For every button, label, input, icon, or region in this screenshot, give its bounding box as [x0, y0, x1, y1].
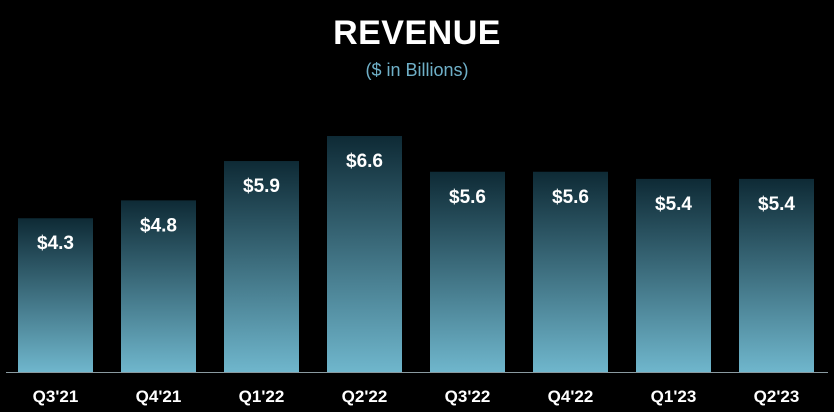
bar-4: [430, 171, 505, 372]
data-label-7: $5.4: [758, 194, 795, 215]
x-tick-label-6: Q1'23: [651, 387, 697, 406]
data-label-0: $4.3: [37, 233, 74, 254]
chart-title: REVENUE: [333, 14, 501, 52]
x-axis-labels-group: Q3'21 Q4'21 Q1'22 Q2'22 Q3'22 Q4'22 Q1'23 Q2'23: [33, 387, 800, 406]
x-tick-label-5: Q4'22: [548, 387, 594, 406]
data-label-6: $5.4: [655, 194, 692, 215]
value-labels-group: $4.3 $4.8 $5.9 $6.6 $5.6 $5.6 $5.4 $5.4: [37, 151, 795, 254]
data-label-3: $6.6: [346, 151, 383, 172]
x-tick-label-4: Q3'22: [445, 387, 491, 406]
bars-group: [18, 136, 814, 372]
bar-1: [121, 200, 196, 372]
data-label-2: $5.9: [243, 176, 280, 197]
bar-5: [533, 171, 608, 372]
bar-2: [224, 161, 299, 372]
bar-6: [636, 178, 711, 372]
x-tick-label-3: Q2'22: [342, 387, 388, 406]
data-label-4: $5.6: [449, 187, 486, 208]
bar-0: [18, 218, 93, 372]
bar-7: [739, 178, 814, 372]
x-tick-label-7: Q2'23: [754, 387, 800, 406]
chart-subtitle: ($ in Billions): [365, 60, 469, 80]
x-tick-label-0: Q3'21: [33, 387, 79, 406]
data-label-5: $5.6: [552, 187, 589, 208]
x-tick-label-1: Q4'21: [136, 387, 182, 406]
data-label-1: $4.8: [140, 215, 177, 236]
bar-3: [327, 136, 402, 372]
x-tick-label-2: Q1'22: [239, 387, 285, 406]
